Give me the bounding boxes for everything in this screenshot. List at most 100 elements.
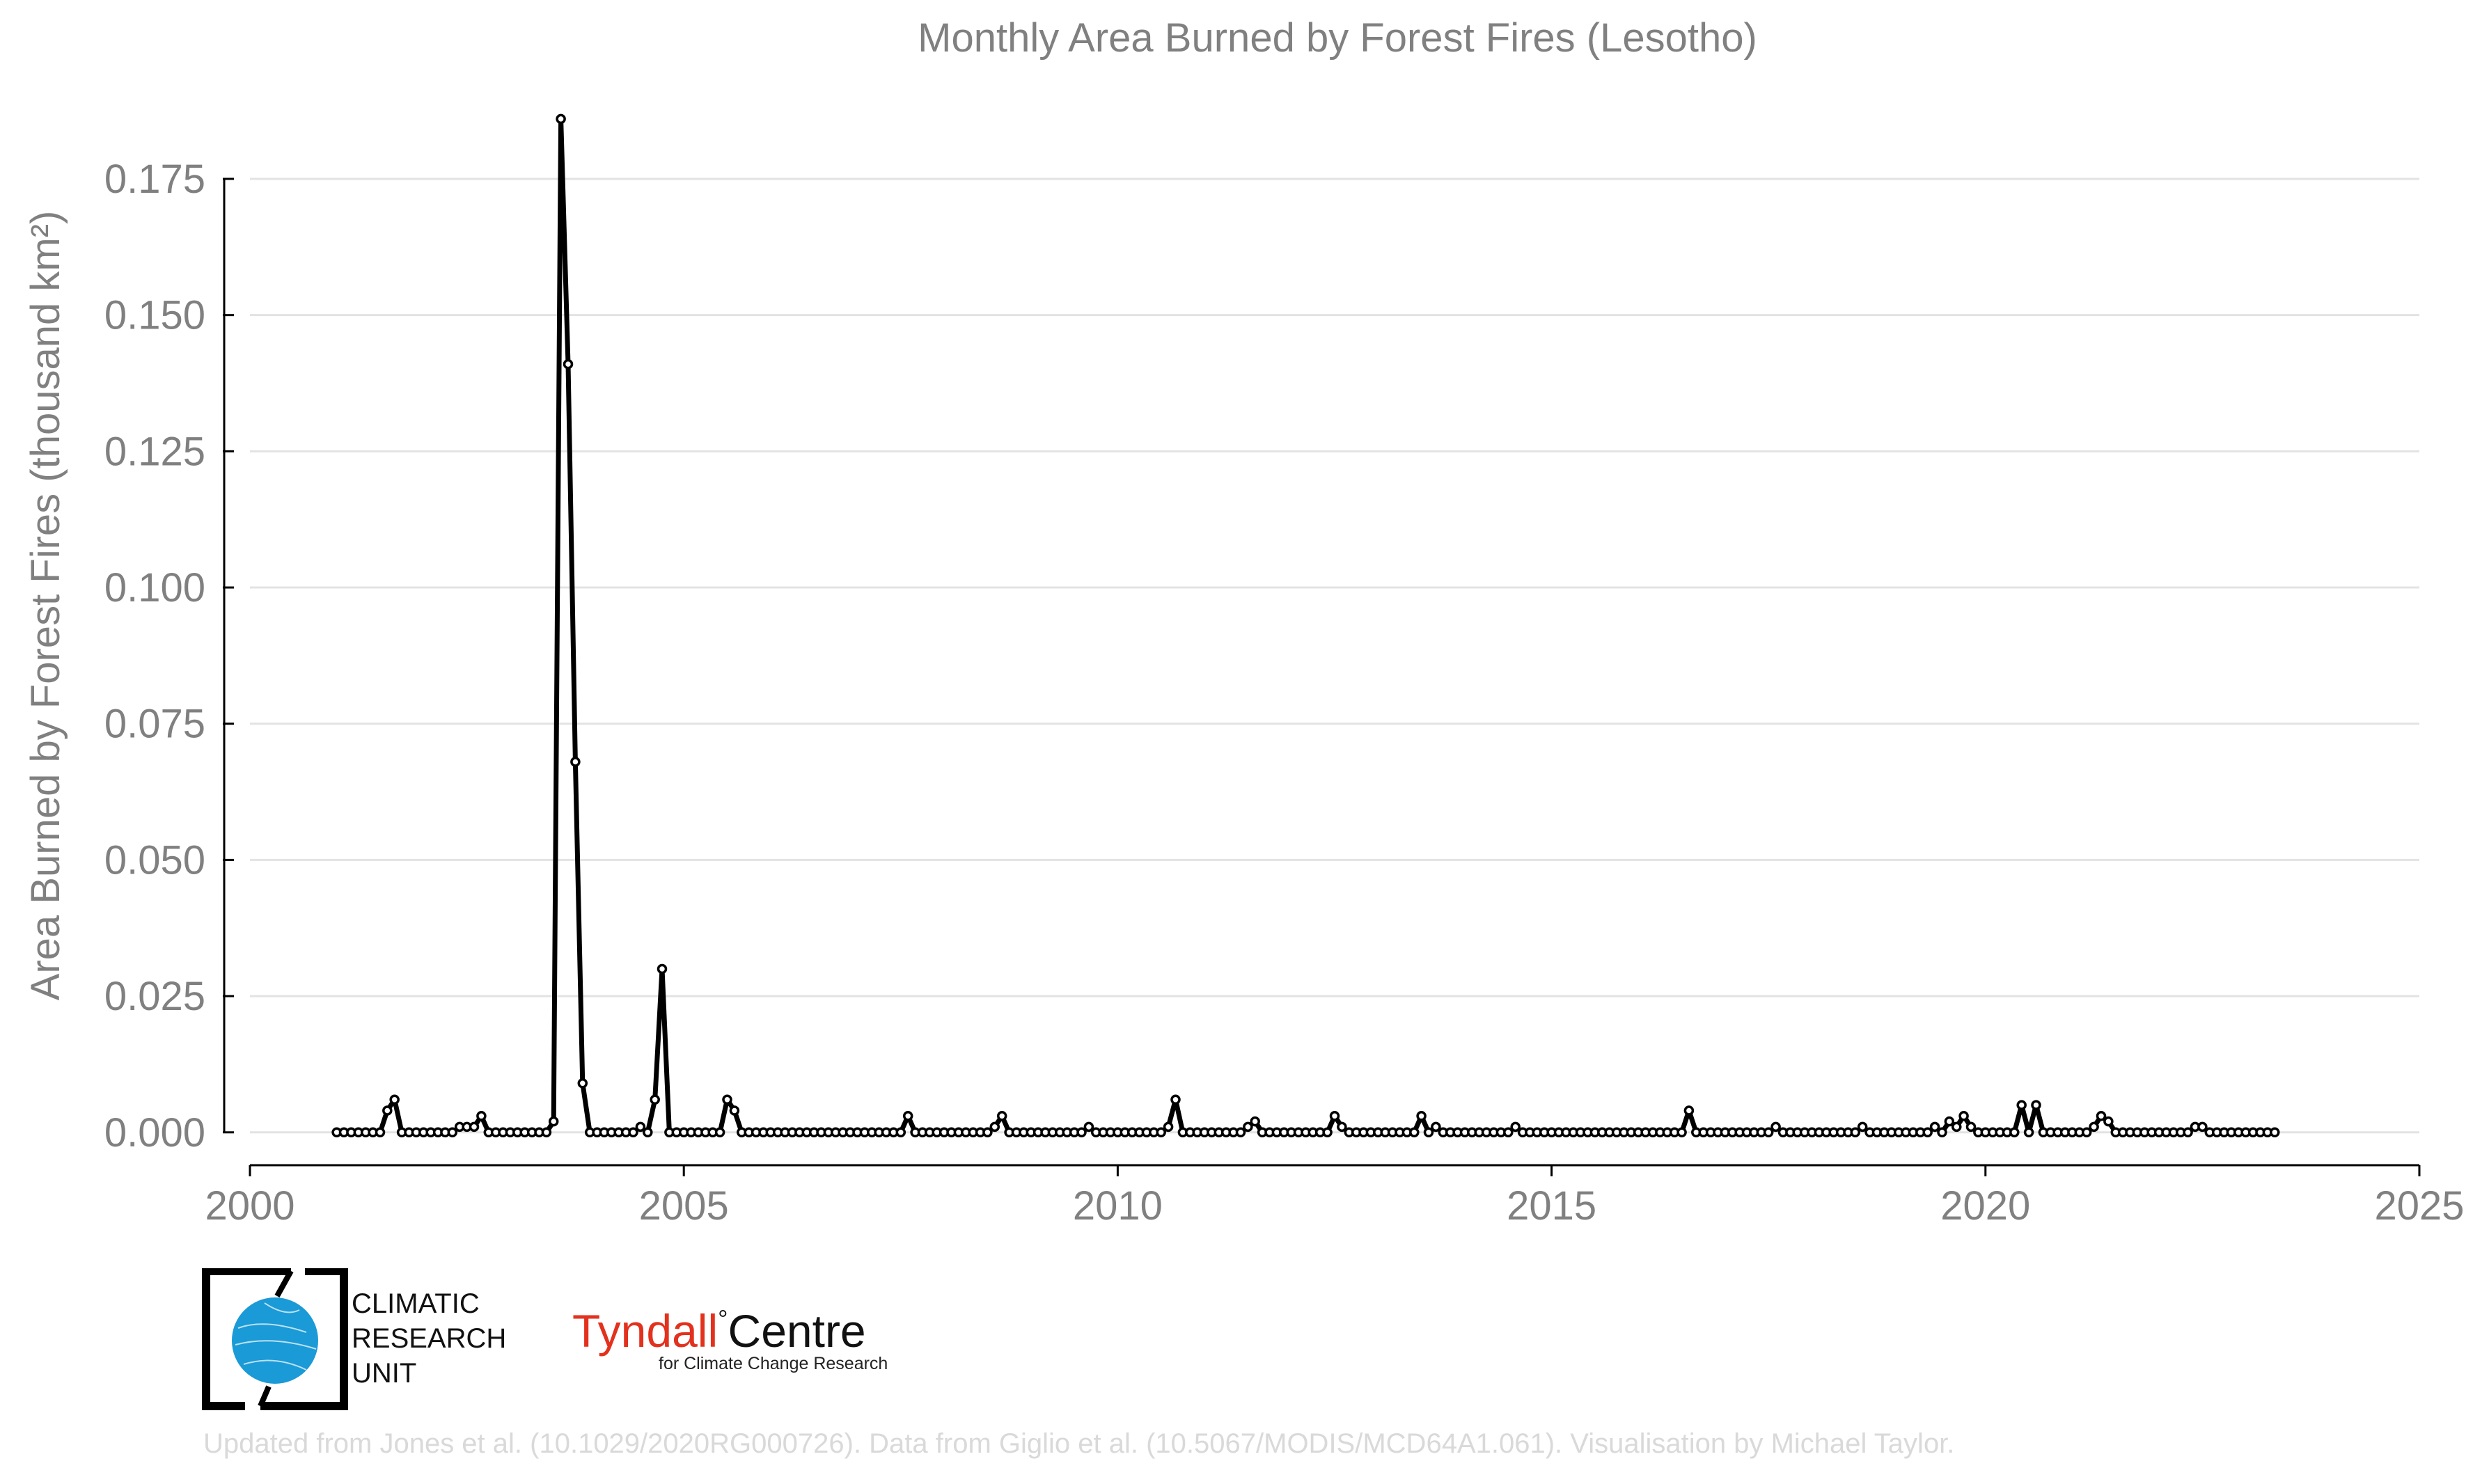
- y-tick-label: 0.050: [104, 837, 205, 883]
- data-point: [1409, 1127, 1420, 1138]
- cru-logo-text: CLIMATIC RESEARCH UNIT: [352, 1286, 506, 1391]
- x-tick-labels: 2000 2005 2010 2015 2020 2025: [205, 1183, 2464, 1229]
- y-axis-label: Area Burned by Forest Fires (thousand km…: [23, 211, 68, 1001]
- data-point: [556, 113, 566, 125]
- data-point: [1850, 1127, 1861, 1138]
- series-layer: [336, 116, 2275, 1135]
- data-point: [469, 1121, 480, 1132]
- y-tick-label: 0.100: [104, 565, 205, 610]
- data-point: [476, 1111, 487, 1121]
- y-tick-label: 0.075: [104, 702, 205, 747]
- data-point: [382, 1105, 393, 1116]
- data-point: [2081, 1127, 2092, 1138]
- data-point: [1416, 1111, 1427, 1121]
- y-tick-labels: 0.000 0.025 0.050 0.075 0.100 0.125 0.150 0.175: [104, 157, 205, 1155]
- data-point: [1235, 1127, 1246, 1138]
- cru-line3: UNIT: [352, 1358, 417, 1389]
- data-point: [548, 1116, 559, 1127]
- data-point: [447, 1127, 458, 1138]
- data-point: [2096, 1111, 2107, 1121]
- y-tick-label: 0.175: [104, 157, 205, 202]
- x-tick-label: 2005: [639, 1183, 729, 1229]
- cru-logo-slash-bottom: [258, 1385, 272, 1407]
- tyndall-word: Tyndall: [572, 1305, 718, 1357]
- series-line: [336, 116, 2275, 1135]
- data-point: [1944, 1116, 1955, 1127]
- data-point: [2016, 1100, 2027, 1110]
- data-point: [1937, 1127, 1947, 1138]
- data-point: [1510, 1121, 1521, 1132]
- cru-logo: [202, 1268, 348, 1410]
- x-tick-label: 2015: [1507, 1183, 1596, 1229]
- x-tick-label: 2020: [1940, 1183, 2030, 1229]
- data-point: [2031, 1100, 2041, 1110]
- data-point: [1431, 1121, 1441, 1132]
- tyndall-subtitle: for Climate Change Research: [659, 1354, 888, 1373]
- data-point: [541, 1127, 552, 1138]
- x-tick-label: 2010: [1073, 1183, 1163, 1229]
- data-point: [1503, 1127, 1514, 1138]
- data-point: [1929, 1121, 1940, 1132]
- data-point: [1423, 1127, 1434, 1138]
- data-point: [729, 1105, 740, 1116]
- tyndall-degree: °: [718, 1304, 728, 1333]
- y-tick-label: 0.025: [104, 974, 205, 1019]
- data-point: [1922, 1127, 1933, 1138]
- data-point: [895, 1127, 906, 1138]
- y-axis-label-text: Area Burned by Forest Fires (thousand km…: [23, 211, 68, 1001]
- data-point: [1965, 1121, 1977, 1132]
- data-point: [722, 1094, 732, 1105]
- y-tick-label: 0.000: [104, 1110, 205, 1155]
- data-point: [643, 1127, 653, 1138]
- data-point: [1763, 1127, 1774, 1138]
- data-point: [1250, 1116, 1260, 1127]
- data-point: [1156, 1127, 1166, 1138]
- data-point: [1170, 1094, 1181, 1105]
- data-point: [1951, 1121, 1962, 1132]
- data-point: [570, 757, 581, 767]
- data-point: [1337, 1121, 1347, 1132]
- data-point: [1163, 1121, 1174, 1132]
- cru-line1: CLIMATIC: [352, 1288, 480, 1319]
- y-tick-label: 0.125: [104, 429, 205, 474]
- data-point: [2183, 1127, 2193, 1138]
- data-point: [1676, 1127, 1687, 1138]
- data-point: [996, 1111, 1007, 1121]
- data-point: [1958, 1111, 1969, 1121]
- x-tick-label: 2000: [205, 1183, 294, 1229]
- data-point: [2197, 1121, 2208, 1132]
- data-point: [2023, 1127, 2034, 1138]
- data-point: [577, 1078, 588, 1089]
- data-point: [1683, 1105, 1695, 1116]
- cru-logo-frame-left: [202, 1268, 291, 1410]
- data-point: [1076, 1127, 1087, 1138]
- data-point: [563, 358, 574, 370]
- data-point: [389, 1094, 400, 1105]
- cru-line2: RESEARCH: [352, 1323, 507, 1354]
- data-points: [331, 113, 2280, 1138]
- data-point: [714, 1127, 725, 1138]
- data-point: [902, 1111, 913, 1121]
- globe-lines: [235, 1302, 317, 1371]
- data-point: [635, 1121, 646, 1132]
- data-point: [628, 1127, 638, 1138]
- cru-logo-frame-right: [260, 1268, 348, 1410]
- data-point: [982, 1127, 993, 1138]
- y-tick-label: 0.150: [104, 293, 205, 338]
- data-point: [1322, 1127, 1333, 1138]
- grid-lines: [250, 177, 2419, 1134]
- data-point: [1083, 1121, 1094, 1132]
- data-point: [2089, 1121, 2099, 1132]
- x-tick-label: 2025: [2374, 1183, 2464, 1229]
- data-point: [1857, 1121, 1868, 1132]
- axes: [223, 177, 2421, 1176]
- data-point: [375, 1127, 386, 1138]
- data-point: [657, 963, 668, 974]
- tyndall-logo: Tyndall°Centre for Climate Change Resear…: [572, 1295, 888, 1374]
- source-caption: Updated from Jones et al. (10.1029/2020R…: [203, 1428, 1955, 1459]
- data-point: [2009, 1127, 2020, 1138]
- data-point: [2270, 1127, 2280, 1138]
- data-point: [1329, 1111, 1340, 1121]
- data-point: [1243, 1121, 1253, 1132]
